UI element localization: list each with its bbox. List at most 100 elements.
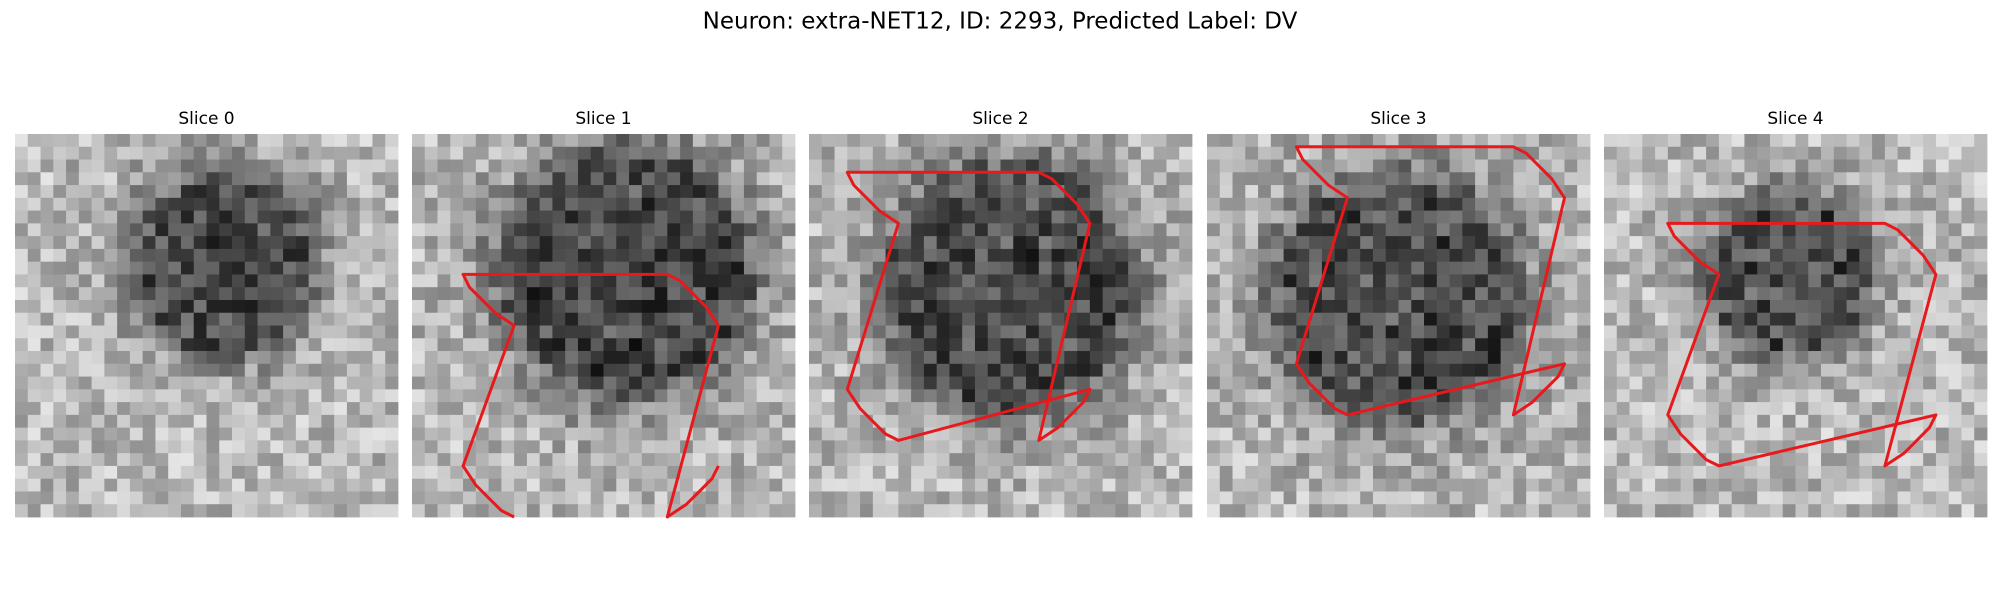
- pixel: [1948, 504, 1962, 518]
- pixel: [412, 427, 426, 441]
- pixel: [1411, 504, 1425, 518]
- pixel: [385, 261, 399, 275]
- pixel: [321, 312, 335, 326]
- pixel: [769, 402, 783, 416]
- pixel: [603, 146, 617, 160]
- pixel: [1923, 478, 1937, 492]
- pixel: [1693, 236, 1707, 250]
- pixel: [321, 146, 335, 160]
- pixel: [1000, 376, 1014, 390]
- pixel: [1296, 185, 1310, 199]
- pixel: [1897, 287, 1911, 301]
- pixel: [603, 172, 617, 186]
- pixel: [1500, 159, 1514, 173]
- pixel: [1859, 261, 1873, 275]
- pixel: [1884, 159, 1899, 173]
- pixel: [565, 159, 579, 173]
- pixel: [1219, 299, 1233, 314]
- pixel: [1462, 172, 1476, 186]
- pixel: [616, 312, 630, 326]
- pixel: [821, 504, 835, 518]
- pixel: [1424, 210, 1438, 224]
- pixel: [667, 236, 681, 250]
- pixel: [1833, 146, 1847, 160]
- pixel: [437, 274, 451, 288]
- pixel: [1910, 491, 1924, 505]
- pixel: [949, 427, 963, 441]
- pixel: [1385, 134, 1399, 148]
- pixel: [321, 248, 335, 263]
- pixel: [1372, 159, 1387, 173]
- pixel: [577, 351, 592, 365]
- pixel: [898, 197, 912, 211]
- pixel: [590, 274, 604, 288]
- pixel: [1207, 236, 1221, 250]
- pixel: [629, 172, 643, 186]
- pixel: [1577, 261, 1591, 275]
- pixel: [1245, 504, 1259, 518]
- pixel: [295, 287, 310, 301]
- pixel: [1718, 363, 1733, 377]
- pixel: [15, 159, 29, 173]
- pixel: [987, 491, 1001, 505]
- pixel: [424, 363, 438, 377]
- pixel: [1372, 427, 1387, 441]
- pixel: [641, 223, 655, 237]
- pixel: [911, 504, 925, 518]
- pixel: [1538, 453, 1553, 467]
- pixel: [1757, 146, 1771, 160]
- pixel: [847, 414, 861, 429]
- pixel: [692, 172, 707, 186]
- pixel: [1398, 338, 1412, 352]
- pixel: [180, 236, 195, 250]
- pixel: [821, 325, 835, 339]
- pixel: [270, 491, 284, 505]
- pixel: [1089, 159, 1104, 173]
- pixel: [949, 299, 963, 314]
- pixel: [180, 134, 195, 148]
- pixel: [654, 261, 668, 275]
- pixel: [346, 465, 361, 480]
- pixel: [1961, 478, 1975, 492]
- pixel: [1910, 453, 1924, 467]
- pixel: [641, 402, 655, 416]
- pixel: [1115, 287, 1129, 301]
- pixel: [1360, 299, 1374, 314]
- pixel: [385, 325, 399, 339]
- pixel: [743, 312, 758, 326]
- pixel: [1961, 197, 1975, 211]
- pixel: [1604, 325, 1618, 339]
- pixel: [270, 414, 284, 429]
- panel-title: Slice 2: [972, 109, 1028, 129]
- pixel: [1961, 210, 1975, 224]
- pixel: [475, 210, 489, 224]
- pixel: [142, 146, 156, 160]
- pixel: [1424, 299, 1438, 314]
- pixel: [1769, 261, 1784, 275]
- pixel: [270, 299, 284, 314]
- pixel: [53, 478, 67, 492]
- pixel: [1207, 248, 1221, 263]
- pixel: [1347, 287, 1361, 301]
- pixel: [1923, 402, 1937, 416]
- pixel: [1513, 440, 1527, 454]
- pixel: [923, 478, 938, 492]
- pixel: [1089, 376, 1104, 390]
- pixel: [782, 210, 796, 224]
- pixel: [1808, 376, 1822, 390]
- pixel: [629, 491, 643, 505]
- pixel: [1693, 223, 1707, 237]
- pixel: [232, 248, 246, 263]
- pixel: [1718, 427, 1733, 441]
- pixel: [1283, 299, 1297, 314]
- pixel: [821, 261, 835, 275]
- pixel: [1718, 197, 1733, 211]
- pixel: [1769, 159, 1784, 173]
- pixel: [1693, 363, 1707, 377]
- pixel: [1551, 274, 1565, 288]
- pixel: [1680, 376, 1694, 390]
- pixel: [654, 465, 668, 480]
- pixel: [1166, 159, 1180, 173]
- pixel: [898, 453, 912, 467]
- pixel: [616, 427, 630, 441]
